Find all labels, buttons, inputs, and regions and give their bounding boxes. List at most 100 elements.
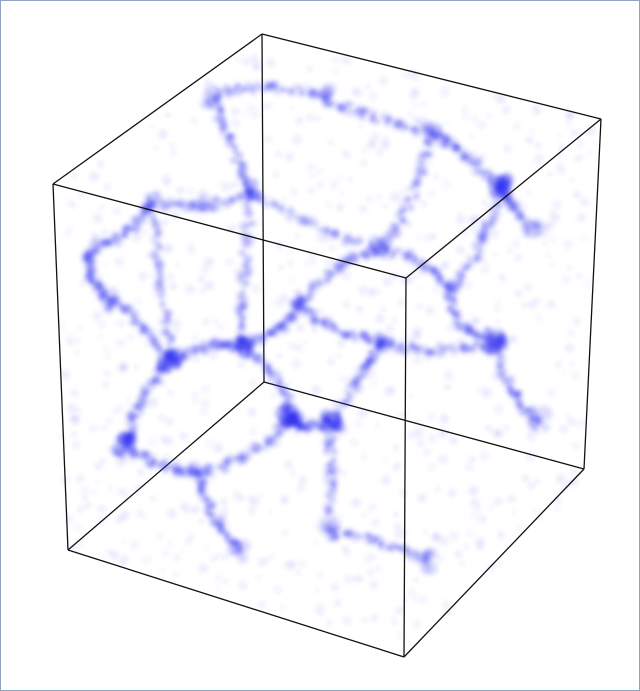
filament-segment bbox=[365, 256, 370, 261]
matter-particle bbox=[285, 461, 292, 468]
filament-segment bbox=[414, 350, 420, 356]
matter-particle bbox=[99, 205, 104, 210]
filament-segment bbox=[250, 221, 255, 226]
matter-particle bbox=[404, 220, 412, 228]
matter-particle bbox=[440, 414, 449, 424]
matter-particle bbox=[313, 525, 318, 530]
matter-particle bbox=[135, 485, 142, 492]
halo-node bbox=[246, 189, 259, 202]
matter-particle bbox=[289, 343, 296, 349]
filament-segment bbox=[322, 278, 330, 285]
matter-particle bbox=[72, 441, 79, 449]
matter-particle bbox=[294, 233, 300, 239]
matter-particle bbox=[174, 555, 180, 561]
matter-particle bbox=[428, 161, 432, 165]
matter-particle bbox=[271, 393, 276, 398]
filament-segment bbox=[327, 101, 333, 108]
matter-particle bbox=[340, 191, 344, 195]
matter-particle bbox=[507, 495, 515, 503]
filament-segment bbox=[158, 327, 169, 338]
matter-particle bbox=[423, 450, 429, 456]
matter-particle bbox=[488, 564, 496, 572]
filament-segment bbox=[419, 345, 429, 355]
matter-particle bbox=[199, 519, 204, 524]
matter-particle bbox=[390, 615, 395, 621]
matter-particle bbox=[449, 531, 459, 541]
filament-segment bbox=[309, 218, 319, 228]
matter-particle bbox=[415, 420, 421, 427]
matter-particle bbox=[522, 475, 529, 482]
filament-segment bbox=[197, 197, 207, 207]
matter-particle bbox=[99, 516, 105, 523]
halo-node bbox=[383, 335, 396, 348]
matter-particle bbox=[279, 265, 284, 270]
filament-segment bbox=[312, 309, 319, 315]
matter-particle bbox=[368, 506, 373, 511]
matter-particle bbox=[267, 102, 273, 108]
filament-segment bbox=[469, 344, 476, 351]
matter-particle bbox=[569, 362, 575, 367]
matter-particle bbox=[577, 213, 586, 223]
matter-particle bbox=[270, 554, 275, 559]
matter-particle bbox=[192, 335, 198, 341]
matter-particle bbox=[365, 84, 370, 89]
halo-node bbox=[330, 415, 342, 427]
filament-segment bbox=[203, 498, 209, 504]
matter-particle bbox=[325, 258, 334, 267]
matter-particle bbox=[527, 300, 537, 309]
matter-particle bbox=[423, 530, 428, 534]
filament-segment bbox=[332, 447, 337, 452]
matter-particle bbox=[442, 261, 449, 269]
matter-particle bbox=[295, 344, 303, 351]
filament-segment bbox=[475, 168, 483, 176]
matter-particle bbox=[399, 188, 406, 195]
halo-node bbox=[537, 406, 553, 421]
matter-particle bbox=[460, 249, 468, 256]
matter-particle bbox=[67, 404, 77, 413]
matter-particle bbox=[412, 102, 417, 107]
filament-segment bbox=[352, 335, 360, 343]
matter-particle bbox=[252, 62, 259, 69]
filament-segment bbox=[453, 303, 459, 308]
matter-particle bbox=[558, 134, 562, 138]
matter-particle bbox=[169, 143, 175, 149]
filament-segment bbox=[435, 342, 445, 351]
cube-edge bbox=[67, 549, 405, 658]
matter-particle bbox=[163, 551, 169, 557]
matter-particle bbox=[555, 507, 559, 512]
halo-node bbox=[532, 222, 541, 231]
matter-particle bbox=[552, 200, 562, 210]
filament-segment bbox=[131, 227, 138, 234]
filament-segment bbox=[116, 300, 123, 307]
matter-particle bbox=[103, 346, 108, 351]
matter-particle bbox=[341, 56, 348, 64]
matter-particle bbox=[206, 440, 214, 448]
matter-particle bbox=[533, 108, 540, 114]
matter-particle bbox=[80, 486, 89, 495]
filament-segment bbox=[467, 256, 474, 263]
matter-particle bbox=[159, 414, 166, 421]
matter-particle bbox=[339, 376, 344, 381]
filament-segment bbox=[243, 254, 253, 264]
matter-particle bbox=[484, 260, 489, 265]
matter-particle bbox=[358, 409, 366, 417]
matter-particle bbox=[563, 481, 569, 487]
matter-particle bbox=[461, 227, 469, 236]
matter-particle bbox=[180, 550, 184, 553]
matter-particle bbox=[494, 306, 501, 313]
halo-node bbox=[188, 466, 197, 475]
matter-particle bbox=[283, 295, 287, 299]
matter-particle bbox=[91, 490, 96, 495]
matter-particle bbox=[85, 502, 91, 509]
matter-particle bbox=[113, 207, 121, 216]
filament-segment bbox=[252, 334, 259, 342]
filament-segment bbox=[268, 370, 275, 377]
matter-particle bbox=[410, 334, 419, 343]
halo-node bbox=[499, 179, 512, 192]
filament-segment bbox=[452, 312, 457, 318]
matter-particle bbox=[370, 614, 379, 623]
matter-particle bbox=[472, 226, 479, 233]
matter-particle bbox=[524, 284, 532, 291]
matter-particle bbox=[563, 240, 573, 250]
